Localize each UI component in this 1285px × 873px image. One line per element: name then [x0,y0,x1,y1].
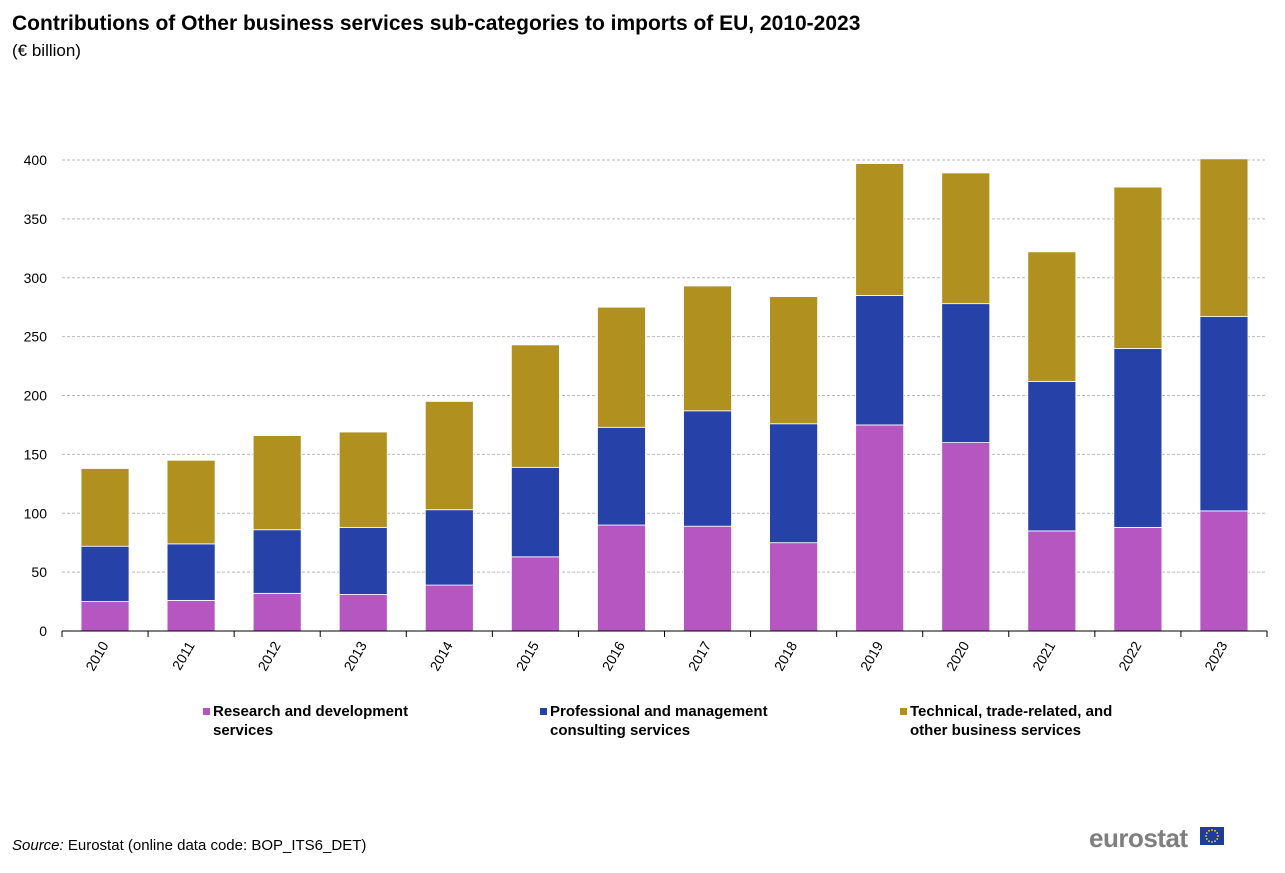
bar-segment-2 [941,303,991,444]
flag-star-icon [1211,829,1213,831]
bar-segment-1 [855,424,905,632]
bar-segment-3 [1027,251,1077,382]
bar-segment-3 [166,459,216,545]
chart-subtitle: (€ billion) [12,41,81,60]
stacked-bar-chart: 0 50 100 150 200 250 300 350 400 2010 2011 2012 2013… [24,152,1268,673]
y-tick-label: 300 [24,270,48,286]
flag-star-icon [1216,832,1219,834]
bar-segment-1 [597,524,646,632]
bar-segment-3 [597,306,646,428]
bar-segment-2 [683,410,732,527]
bar-segment-2 [597,426,646,526]
bar-segment-1 [80,601,130,632]
bar-segment-1 [769,542,819,632]
bar-segment-3 [855,163,905,296]
legend-swatch-consulting [540,708,547,715]
y-tick-label: 350 [24,211,48,227]
y-tick-label: 200 [24,388,48,404]
flag-star-icon [1205,838,1208,840]
bar-segment-3 [1113,186,1163,349]
eu-flag-icon [1200,827,1224,845]
bar-segment-2 [769,423,819,544]
x-tick-label: 2019 [857,638,887,673]
bar-segment-1 [1027,530,1077,632]
bar-segment-2 [1113,347,1163,528]
bar-segment-1 [510,556,560,632]
legend-label-line2: other business services [910,722,1081,739]
x-tick-label: 2015 [513,638,543,673]
flag-star-icon [1208,840,1210,843]
bar-segment-1 [683,525,732,632]
x-tick-label: 2020 [943,638,973,673]
eurostat-wordmark: eurostat [1089,823,1188,853]
bar-segment-1 [424,584,474,632]
source-text: Eurostat (online data code: BOP_ITS6_DET… [67,837,367,854]
x-tick-label: 2022 [1115,638,1145,673]
bar-segment-1 [166,599,216,632]
bar-segment-3 [424,400,474,511]
flag-star-icon [1211,841,1213,843]
y-tick-label: 150 [24,446,48,462]
y-tick-label: 100 [24,505,48,521]
bar-segment-2 [510,466,560,558]
legend-label-line1: Technical, trade-related, and [910,703,1113,720]
y-tick-label: 50 [31,564,47,580]
bar-segment-1 [1113,526,1163,632]
legend-label-line2: consulting services [550,722,691,739]
bar-segment-2 [424,509,474,586]
bar-segment-3 [510,344,560,468]
bar-segment-1 [1199,510,1249,632]
bar-segment-3 [338,431,388,528]
bar-segment-3 [1199,158,1249,318]
y-tick-label: 250 [24,329,48,345]
bar-segment-1 [941,442,991,632]
source-note: Source: Eurostat (online data code: BOP_… [12,837,366,854]
flag-star-icon [1214,829,1216,832]
bar-segment-1 [338,594,388,632]
bar-segment-2 [166,543,216,601]
bar-segment-1 [252,592,302,632]
bar-segment-3 [80,468,130,547]
bar-segment-2 [1199,316,1249,512]
legend-item-technical: Technical, trade-related, and other busi… [900,702,1113,740]
x-tick-label: 2016 [599,638,629,673]
bar-segment-3 [769,296,819,425]
x-tick-label: 2023 [1201,638,1231,673]
bar-segment-2 [855,295,905,426]
x-tick-label: 2013 [340,638,370,673]
flag-star-icon [1217,835,1219,837]
bar-segment-2 [252,529,302,594]
x-tick-label: 2014 [426,638,456,673]
legend-label-line1: Professional and management [550,703,768,720]
flag-star-icon [1205,835,1207,837]
x-tick-label: 2011 [169,638,198,672]
source-label: Source: [12,837,64,854]
legend-label-line1: Research and development [213,703,409,720]
legend-label-line2: services [213,722,274,739]
legend-item-consulting: Professional and management consulting s… [540,702,768,740]
bar-segment-2 [338,526,388,595]
x-tick-label: 2010 [82,638,112,673]
chart-title: Contributions of Other business services… [12,12,861,35]
flag-star-icon [1205,832,1208,834]
legend-item-research: Research and development services [203,702,409,740]
legend-swatch-research [203,708,210,715]
bar-segment-3 [941,172,991,305]
bar-segment-3 [252,435,302,531]
x-tick-label: 2012 [254,638,284,673]
y-tick-label: 400 [24,152,48,168]
x-tick-label: 2021 [1029,638,1059,673]
flag-star-icon [1208,829,1210,832]
legend-swatch-technical [900,708,907,715]
flag-star-icon [1214,840,1216,843]
flag-star-icon [1216,838,1219,840]
y-tick-label: 0 [39,623,47,639]
bar-segment-2 [1027,380,1077,532]
bar-segment-2 [80,545,130,602]
x-tick-label: 2018 [771,638,801,673]
x-tick-label: 2017 [685,638,715,673]
bar-segment-3 [683,285,732,412]
